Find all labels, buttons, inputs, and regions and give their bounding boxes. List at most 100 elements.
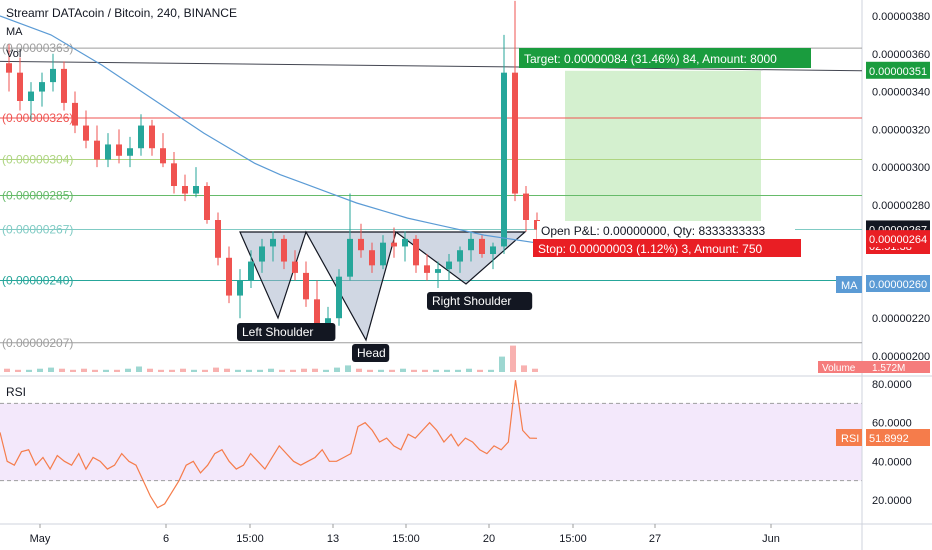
candle-body bbox=[215, 220, 221, 258]
volume-bar bbox=[312, 368, 318, 372]
candle-body bbox=[413, 238, 419, 266]
volume-bar bbox=[499, 356, 505, 372]
candle-body bbox=[490, 246, 496, 254]
trend-line bbox=[0, 60, 863, 72]
head-label: Head bbox=[357, 346, 386, 360]
target-zone bbox=[565, 70, 761, 230]
volume-bar bbox=[301, 368, 307, 372]
price-tag-upper-bg bbox=[866, 61, 930, 79]
ma-legend-label: MA bbox=[6, 26, 23, 38]
candle-body bbox=[138, 125, 144, 149]
candle-body bbox=[171, 163, 177, 186]
price-tag-upper: 0.00000351 bbox=[869, 66, 927, 78]
price-axis-tick: 0.00000300 bbox=[872, 162, 930, 174]
candle-body bbox=[292, 261, 298, 273]
candle-body bbox=[61, 68, 67, 103]
volume-bar bbox=[488, 369, 494, 372]
vol-legend-label: Vol bbox=[6, 48, 22, 60]
volume-bar bbox=[389, 369, 395, 372]
time-axis-tick: 15:00 bbox=[559, 533, 587, 545]
candle-body bbox=[248, 261, 254, 281]
volume-bar bbox=[202, 369, 208, 372]
inverse-hs-pattern bbox=[239, 230, 527, 342]
candle-body bbox=[435, 269, 441, 273]
volume-bar bbox=[477, 369, 483, 372]
rsi-axis-label-bg bbox=[836, 429, 862, 446]
candle-body bbox=[380, 242, 386, 266]
candle-body bbox=[149, 125, 155, 149]
right-shoulder-label: Right Shoulder bbox=[432, 294, 511, 308]
candle-body bbox=[270, 238, 276, 247]
time-axis-tick: May bbox=[30, 533, 51, 545]
candle-body bbox=[468, 238, 474, 251]
volume-bar bbox=[213, 367, 219, 372]
price-tag-ma-bg bbox=[866, 275, 930, 292]
open-pnl-tag: Open P&L: 0.00000000, Qty: 8333333333 bbox=[541, 224, 766, 238]
time-axis-tick: 15:00 bbox=[392, 533, 420, 545]
volume-bar bbox=[246, 369, 252, 372]
chart-title: Streamr DATAcoin / Bitcoin, 240, BINANCE bbox=[6, 6, 237, 20]
volume-bar bbox=[70, 369, 76, 372]
volume-bar bbox=[411, 369, 417, 372]
open-pnl-bg bbox=[537, 221, 795, 239]
volume-bar bbox=[466, 368, 472, 372]
stop-tag-bg bbox=[533, 239, 801, 257]
candle-body bbox=[193, 186, 199, 194]
candle-body bbox=[94, 140, 100, 160]
candle-body bbox=[314, 299, 320, 330]
candle-body bbox=[204, 186, 210, 220]
price-axis-tick: 0.00000340 bbox=[872, 87, 930, 99]
level-label: (0.00000240) bbox=[2, 273, 73, 287]
volume-bar bbox=[345, 365, 351, 372]
price-axis-tick: 0.00000220 bbox=[872, 313, 930, 325]
volume-bar bbox=[290, 369, 296, 372]
volume-bar bbox=[4, 368, 10, 372]
candle-body bbox=[479, 238, 485, 254]
volume-bar bbox=[125, 368, 131, 372]
volume-bar bbox=[257, 369, 263, 372]
volume-bar bbox=[92, 369, 98, 372]
ma-axis-label: MA bbox=[841, 280, 858, 292]
candle-body bbox=[182, 186, 188, 194]
candle-body bbox=[17, 72, 23, 101]
rsi-panel-label: RSI bbox=[6, 385, 26, 399]
volume-bar bbox=[444, 369, 450, 372]
right-shoulder-label-bg bbox=[427, 292, 533, 310]
candle-body bbox=[116, 144, 122, 156]
time-axis-tick: 27 bbox=[649, 533, 661, 545]
price-axis-tick: 0.00000380 bbox=[872, 11, 930, 23]
candle-body bbox=[336, 276, 342, 319]
volume-bar bbox=[180, 368, 186, 372]
volume-bar bbox=[136, 366, 142, 372]
time-axis-tick: Jun bbox=[762, 533, 780, 545]
candle-body bbox=[369, 250, 375, 266]
volume-bar bbox=[268, 368, 274, 372]
price-axis-tick: 0.00000200 bbox=[872, 351, 930, 363]
candle-body bbox=[501, 72, 507, 247]
candle-body bbox=[457, 250, 463, 262]
volume-tag-bg bbox=[818, 361, 930, 373]
price-tag-ma: 0.00000260 bbox=[869, 279, 927, 291]
volume-bar bbox=[169, 369, 175, 372]
level-label: (0.00000326) bbox=[2, 111, 73, 125]
time-axis-tick: 13 bbox=[327, 533, 339, 545]
volume-bar bbox=[158, 369, 164, 372]
candle-body bbox=[72, 102, 78, 126]
candle-body bbox=[105, 144, 111, 160]
stop-tag: Stop: 0.00000003 (1.12%) 3, Amount: 750 bbox=[538, 242, 762, 256]
rsi-axis-tick: 80.0000 bbox=[872, 379, 912, 391]
volume-tag-value: 1.572M bbox=[872, 363, 905, 374]
price-axis-tick: 0.00000280 bbox=[872, 200, 930, 212]
volume-bar bbox=[356, 368, 362, 372]
candle-body bbox=[358, 238, 364, 251]
volume-tag-label: Volume bbox=[822, 363, 856, 374]
candle-body bbox=[446, 261, 452, 270]
target-tag: Target: 0.00000084 (31.46%) 84, Amount: … bbox=[524, 52, 777, 66]
head-label-bg bbox=[352, 344, 390, 362]
volume-bar bbox=[26, 369, 32, 372]
price-tag-stop-bg bbox=[866, 230, 930, 248]
volume-bar bbox=[323, 369, 329, 372]
volume-bar bbox=[334, 367, 340, 372]
rsi-axis-tick: 20.0000 bbox=[872, 495, 912, 507]
